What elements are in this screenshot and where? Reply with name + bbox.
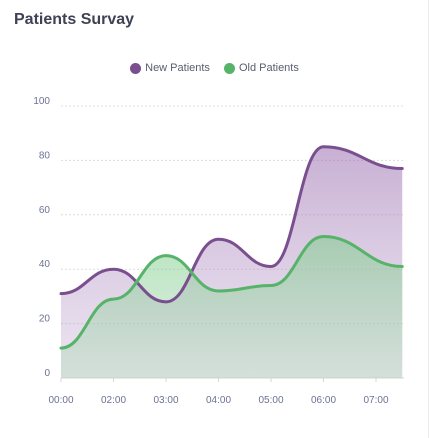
- y-tick-label-20: 20: [39, 314, 51, 325]
- y-tick-label-0: 0: [44, 368, 50, 379]
- chart-legend: New Patients Old Patients: [0, 62, 429, 74]
- legend-label-old-patients: Old Patients: [238, 62, 299, 74]
- line-old-patients[interactable]: [59, 235, 404, 350]
- x-tick-label-2: 03:00: [153, 395, 178, 406]
- line-new-patients[interactable]: [59, 145, 404, 304]
- x-tick-label-1: 02:00: [101, 395, 126, 406]
- legend-item-old-patients[interactable]: Old Patients: [223, 62, 299, 74]
- y-tick-label-100: 100: [33, 96, 50, 107]
- legend-marker-new-patients: [130, 62, 142, 74]
- y-tick-label-60: 60: [39, 205, 51, 216]
- series-areas: [61, 146, 403, 378]
- x-tick-label-3: 04:00: [206, 395, 231, 406]
- legend-marker-old-patients: [223, 62, 235, 74]
- x-tick-label-5: 06:00: [311, 395, 336, 406]
- axis-labels: 0 20 40 60 80 100 00:00 02:00 03:00 04:00 05:00 06:…: [33, 96, 389, 406]
- x-tick-label-6: 07:00: [363, 395, 388, 406]
- legend-label-new-patients: New Patients: [145, 62, 210, 74]
- legend-item-new-patients[interactable]: New Patients: [130, 62, 210, 74]
- x-tick-label-0: 00:00: [48, 395, 73, 406]
- y-tick-label-40: 40: [39, 259, 51, 270]
- card-title: Patients Survay: [14, 11, 135, 28]
- series-lines: [59, 145, 404, 350]
- x-tick-label-4: 05:00: [258, 395, 283, 406]
- area-old-patients: [61, 236, 403, 378]
- y-tick-label-80: 80: [39, 150, 51, 161]
